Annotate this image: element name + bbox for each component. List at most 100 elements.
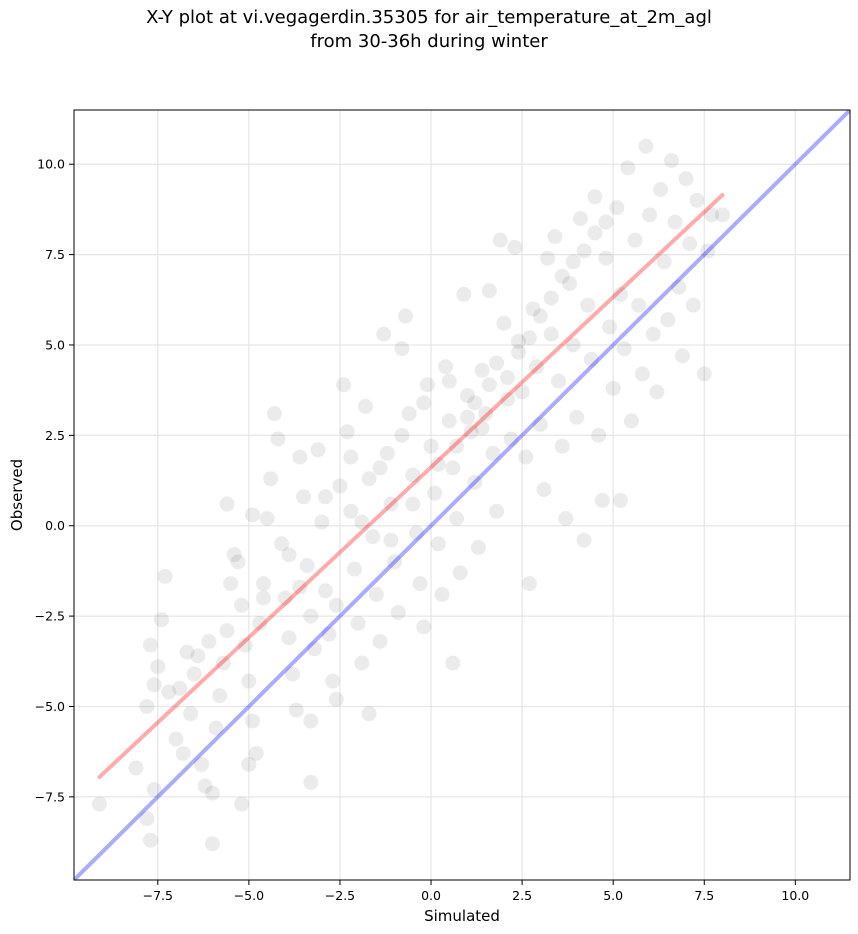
scatter-point xyxy=(521,576,537,592)
scatter-point xyxy=(212,688,228,704)
scatter-point xyxy=(660,312,676,328)
scatter-point xyxy=(190,648,206,664)
scatter-point xyxy=(569,409,585,425)
scatter-point xyxy=(554,438,570,454)
scatter-point xyxy=(204,836,220,852)
scatter-point xyxy=(201,633,217,649)
scatter-point xyxy=(303,774,319,790)
scatter-point xyxy=(678,171,694,187)
scatter-point xyxy=(416,619,432,635)
scatter-point xyxy=(150,659,166,675)
scatter-point xyxy=(427,485,443,501)
scatter-point xyxy=(405,467,421,483)
scatter-point xyxy=(598,214,614,230)
y-tick-label: −2.5 xyxy=(35,609,65,624)
scatter-point xyxy=(467,395,483,411)
scatter-point xyxy=(591,427,607,443)
scatter-point xyxy=(245,507,261,523)
scatter-point xyxy=(700,243,716,259)
scatter-point xyxy=(412,576,428,592)
y-tick-label: −5.0 xyxy=(35,699,65,714)
scatter-point xyxy=(656,254,672,270)
scatter-point xyxy=(230,554,246,570)
scatter-point xyxy=(372,460,388,476)
scatter-point xyxy=(361,471,377,487)
scatter-point xyxy=(215,655,231,671)
scatter-point xyxy=(558,510,574,526)
scatter-point xyxy=(478,406,494,422)
scatter-point xyxy=(139,811,155,827)
scatter-point xyxy=(671,279,687,295)
scatter-point xyxy=(529,359,545,375)
scatter-point xyxy=(186,666,202,682)
y-axis-ticks: −7.5 −5.0 −2.5 0.0 2.5 5.0 7.5 10.0 xyxy=(35,157,74,804)
scatter-point xyxy=(321,626,337,642)
scatter-point xyxy=(510,333,526,349)
x-tick-label: 10.0 xyxy=(781,888,809,903)
scatter-point xyxy=(587,189,603,205)
scatter-point xyxy=(685,297,701,313)
y-tick-label: −7.5 xyxy=(35,789,65,804)
scatter-point xyxy=(354,655,370,671)
y-tick-label: 10.0 xyxy=(37,157,65,172)
scatter-point xyxy=(317,489,333,505)
scatter-point xyxy=(518,449,534,465)
scatter-point xyxy=(168,731,184,747)
scatter-point xyxy=(627,232,643,248)
x-tick-label: 7.5 xyxy=(694,888,714,903)
scatter-point xyxy=(223,576,239,592)
scatter-point xyxy=(234,597,250,613)
scatter-point xyxy=(281,547,297,563)
scatter-point xyxy=(310,442,326,458)
scatter-point xyxy=(347,561,363,577)
scatter-point xyxy=(419,377,435,393)
scatter-point xyxy=(383,496,399,512)
scatter-point xyxy=(128,760,144,776)
x-tick-label: −7.5 xyxy=(143,888,173,903)
scatter-point xyxy=(631,297,647,313)
chart-title-line-1: X-Y plot at vi.vegagerdin.35305 for air_… xyxy=(146,7,712,28)
scatter-point xyxy=(379,445,395,461)
scatter-point xyxy=(714,207,730,223)
scatter-point xyxy=(398,308,414,324)
scatter-point xyxy=(430,456,446,472)
scatter-point xyxy=(143,832,159,848)
scatter-point xyxy=(521,330,537,346)
scatter-point xyxy=(481,377,497,393)
scatter-point xyxy=(674,348,690,364)
scatter-point xyxy=(332,478,348,494)
scatter-point xyxy=(266,406,282,422)
scatter-point xyxy=(376,326,392,342)
scatter-point xyxy=(357,398,373,414)
scatter-point xyxy=(365,529,381,545)
scatter-point xyxy=(248,745,264,761)
scatter-point xyxy=(704,207,720,223)
scatter-point xyxy=(638,138,654,154)
scatter-point xyxy=(394,341,410,357)
y-tick-label: 5.0 xyxy=(45,337,65,352)
scatter-point xyxy=(653,182,669,198)
y-tick-label: 2.5 xyxy=(45,428,65,443)
x-tick-label: 5.0 xyxy=(603,888,623,903)
scatter-point xyxy=(609,200,625,216)
scatter-point xyxy=(565,337,581,353)
scatter-point xyxy=(288,702,304,718)
x-tick-label: 2.5 xyxy=(512,888,532,903)
scatter-point xyxy=(219,496,235,512)
scatter-point xyxy=(219,623,235,639)
scatter-point xyxy=(583,351,599,367)
scatter-point xyxy=(489,355,505,371)
scatter-point xyxy=(602,319,618,335)
scatter-point xyxy=(296,489,312,505)
scatter-point xyxy=(594,492,610,508)
scatter-point xyxy=(208,720,224,736)
scatter-point xyxy=(255,590,271,606)
y-tick-label: 0.0 xyxy=(45,518,65,533)
scatter-point xyxy=(689,192,705,208)
scatter-point xyxy=(459,409,475,425)
x-axis-ticks: −7.5 −5.0 −2.5 0.0 2.5 5.0 7.5 10.0 xyxy=(143,880,809,903)
scatter-point xyxy=(241,673,257,689)
scatter-point xyxy=(328,597,344,613)
scatter-point xyxy=(263,471,279,487)
y-tick-label: 7.5 xyxy=(45,247,65,262)
